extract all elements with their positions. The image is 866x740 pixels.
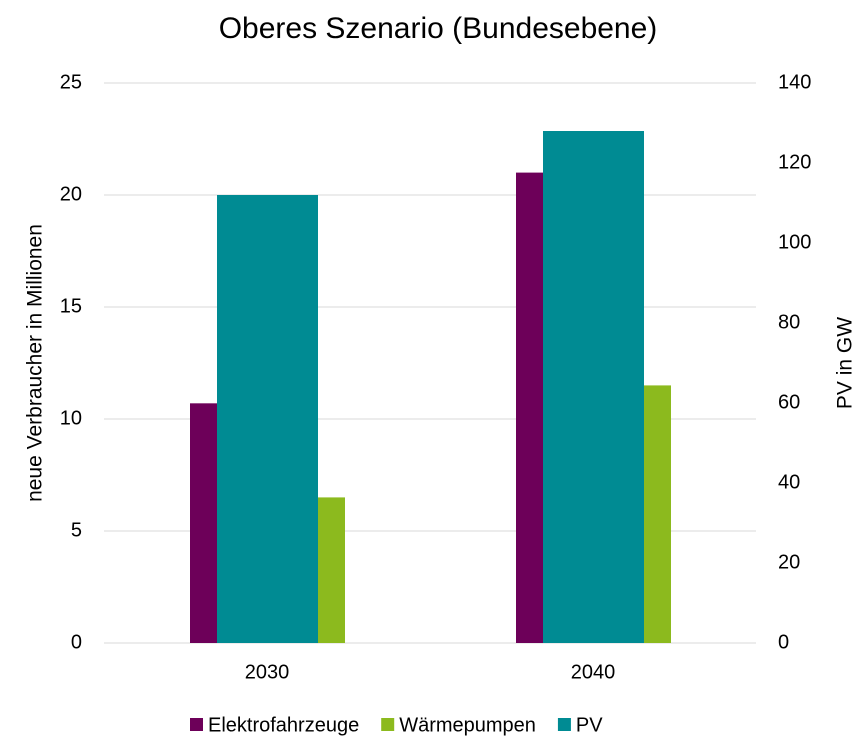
x-tick-label: 2030 (245, 661, 290, 683)
legend-swatch (381, 718, 395, 731)
legend-swatch (557, 718, 571, 731)
y-tick-label: 15 (60, 295, 82, 317)
bar (217, 195, 318, 643)
y2-tick-label: 100 (778, 231, 811, 253)
y-tick-label: 20 (60, 183, 82, 205)
y2-tick-label: 120 (778, 151, 811, 173)
y-tick-label: 0 (71, 631, 82, 653)
x-tick-label: 2040 (571, 661, 616, 683)
y2-tick-label: 40 (778, 471, 800, 493)
y-tick-label: 10 (60, 407, 82, 429)
legend-label: Elektrofahrzeuge (208, 714, 359, 736)
y-axis-label: neue Verbraucher in Millionen (24, 224, 47, 502)
y2-tick-label: 0 (778, 631, 789, 653)
bar (516, 172, 543, 643)
legend-label: PV (576, 714, 603, 736)
y2-tick-label: 20 (778, 551, 800, 573)
y2-tick-label: 80 (778, 311, 800, 333)
legend-label: Wärmepumpen (399, 714, 536, 736)
bar (318, 497, 345, 643)
y-tick-label: 5 (71, 519, 82, 541)
y2-tick-label: 140 (778, 71, 811, 93)
y-tick-label: 25 (60, 71, 82, 93)
bar (644, 385, 671, 643)
legend-swatch (190, 718, 203, 731)
chart-title: Oberes Szenario (Bundesebene) (219, 12, 658, 45)
y2-tick-label: 60 (778, 391, 800, 413)
y2-axis-label: PV in GW (834, 317, 857, 409)
bar (543, 131, 644, 643)
bar (190, 403, 217, 643)
